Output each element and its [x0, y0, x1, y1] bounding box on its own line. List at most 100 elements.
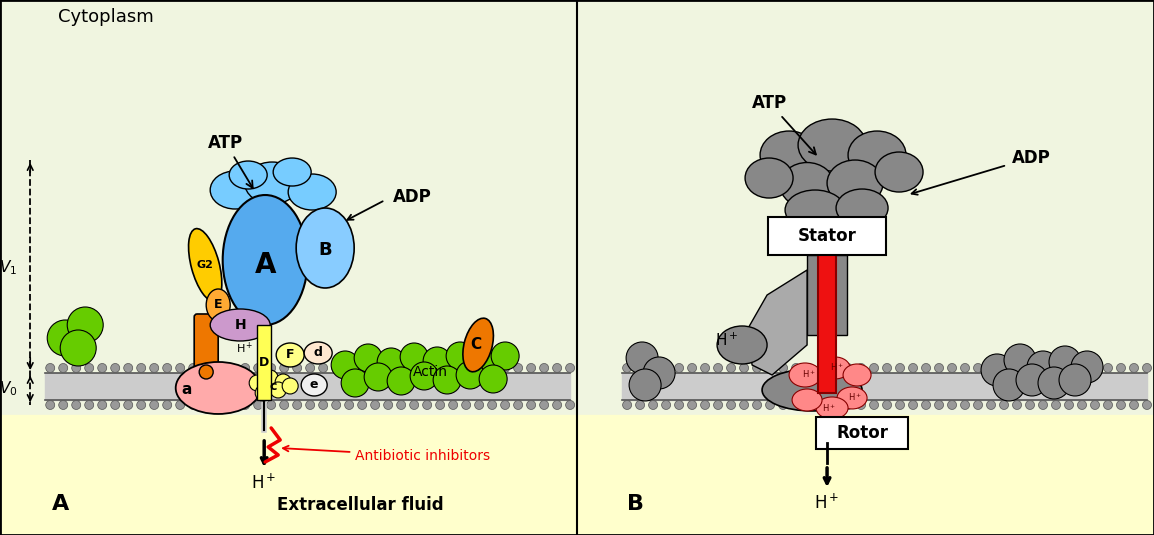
Text: A: A	[52, 494, 69, 514]
Ellipse shape	[816, 397, 848, 419]
Circle shape	[397, 401, 406, 409]
Text: ADP: ADP	[394, 188, 432, 206]
Ellipse shape	[230, 161, 268, 189]
Circle shape	[84, 401, 93, 409]
Circle shape	[410, 363, 419, 372]
Text: H$^+$: H$^+$	[252, 473, 277, 493]
Bar	[622, 373, 1147, 400]
Circle shape	[804, 363, 814, 372]
Ellipse shape	[837, 387, 867, 409]
Circle shape	[111, 401, 120, 409]
Text: c: c	[270, 380, 277, 393]
Circle shape	[922, 401, 930, 409]
Circle shape	[994, 369, 1025, 401]
Ellipse shape	[717, 326, 767, 364]
Text: Antibiotic inhibitors: Antibiotic inhibitors	[283, 446, 490, 463]
Ellipse shape	[848, 131, 906, 179]
Ellipse shape	[745, 158, 793, 198]
Circle shape	[150, 401, 159, 409]
Circle shape	[267, 363, 276, 372]
Circle shape	[623, 363, 631, 372]
Circle shape	[1026, 363, 1034, 372]
FancyBboxPatch shape	[816, 417, 908, 449]
Text: H$^+$: H$^+$	[815, 493, 840, 513]
Text: e: e	[310, 378, 319, 392]
Circle shape	[270, 382, 286, 398]
Circle shape	[649, 363, 658, 372]
Circle shape	[46, 401, 54, 409]
Circle shape	[456, 361, 485, 389]
Circle shape	[59, 401, 68, 409]
Circle shape	[565, 363, 575, 372]
Text: H$^+$: H$^+$	[715, 331, 739, 349]
Circle shape	[700, 401, 710, 409]
Ellipse shape	[210, 171, 260, 209]
Ellipse shape	[188, 228, 222, 301]
Circle shape	[526, 363, 535, 372]
Text: Extracellular fluid: Extracellular fluid	[277, 496, 443, 514]
Ellipse shape	[827, 160, 883, 206]
Circle shape	[1142, 401, 1152, 409]
Circle shape	[449, 401, 458, 409]
Circle shape	[974, 363, 982, 372]
Circle shape	[383, 401, 392, 409]
Circle shape	[935, 401, 944, 409]
Text: H$^+$: H$^+$	[830, 361, 844, 373]
Circle shape	[1064, 363, 1073, 372]
Circle shape	[740, 363, 749, 372]
Text: ATP: ATP	[752, 94, 816, 155]
Ellipse shape	[789, 363, 820, 387]
Text: d: d	[314, 347, 323, 360]
Text: C: C	[471, 338, 481, 353]
Circle shape	[254, 363, 263, 372]
Circle shape	[215, 363, 224, 372]
Circle shape	[60, 330, 96, 366]
Circle shape	[1051, 401, 1061, 409]
Circle shape	[365, 363, 392, 391]
Bar	[45, 373, 570, 400]
Circle shape	[1078, 401, 1087, 409]
Circle shape	[267, 401, 276, 409]
Circle shape	[189, 363, 197, 372]
Circle shape	[436, 401, 444, 409]
Circle shape	[627, 342, 658, 374]
Circle shape	[46, 363, 54, 372]
Circle shape	[1103, 363, 1112, 372]
Text: Actin: Actin	[413, 365, 448, 379]
Circle shape	[163, 363, 172, 372]
Circle shape	[1012, 363, 1021, 372]
Circle shape	[254, 401, 263, 409]
Polygon shape	[747, 270, 807, 375]
Circle shape	[501, 401, 510, 409]
Circle shape	[136, 401, 145, 409]
Circle shape	[331, 363, 340, 372]
Text: ATP: ATP	[208, 134, 253, 188]
Circle shape	[1103, 401, 1112, 409]
Circle shape	[908, 363, 917, 372]
Ellipse shape	[245, 162, 300, 204]
Circle shape	[844, 363, 853, 372]
Circle shape	[1039, 401, 1048, 409]
Circle shape	[935, 363, 944, 372]
Circle shape	[84, 363, 93, 372]
Circle shape	[779, 401, 787, 409]
Circle shape	[449, 363, 458, 372]
Circle shape	[883, 401, 892, 409]
Circle shape	[1026, 401, 1034, 409]
Circle shape	[981, 354, 1013, 386]
Circle shape	[804, 401, 814, 409]
Circle shape	[700, 363, 710, 372]
Circle shape	[636, 363, 645, 372]
Circle shape	[514, 363, 523, 372]
Circle shape	[817, 363, 826, 372]
Text: B: B	[319, 241, 332, 259]
Circle shape	[987, 363, 996, 372]
Circle shape	[163, 401, 172, 409]
Circle shape	[960, 401, 969, 409]
Circle shape	[1012, 401, 1021, 409]
Circle shape	[279, 363, 288, 372]
Circle shape	[688, 401, 697, 409]
Circle shape	[72, 363, 81, 372]
Circle shape	[922, 363, 930, 372]
Circle shape	[331, 351, 359, 379]
